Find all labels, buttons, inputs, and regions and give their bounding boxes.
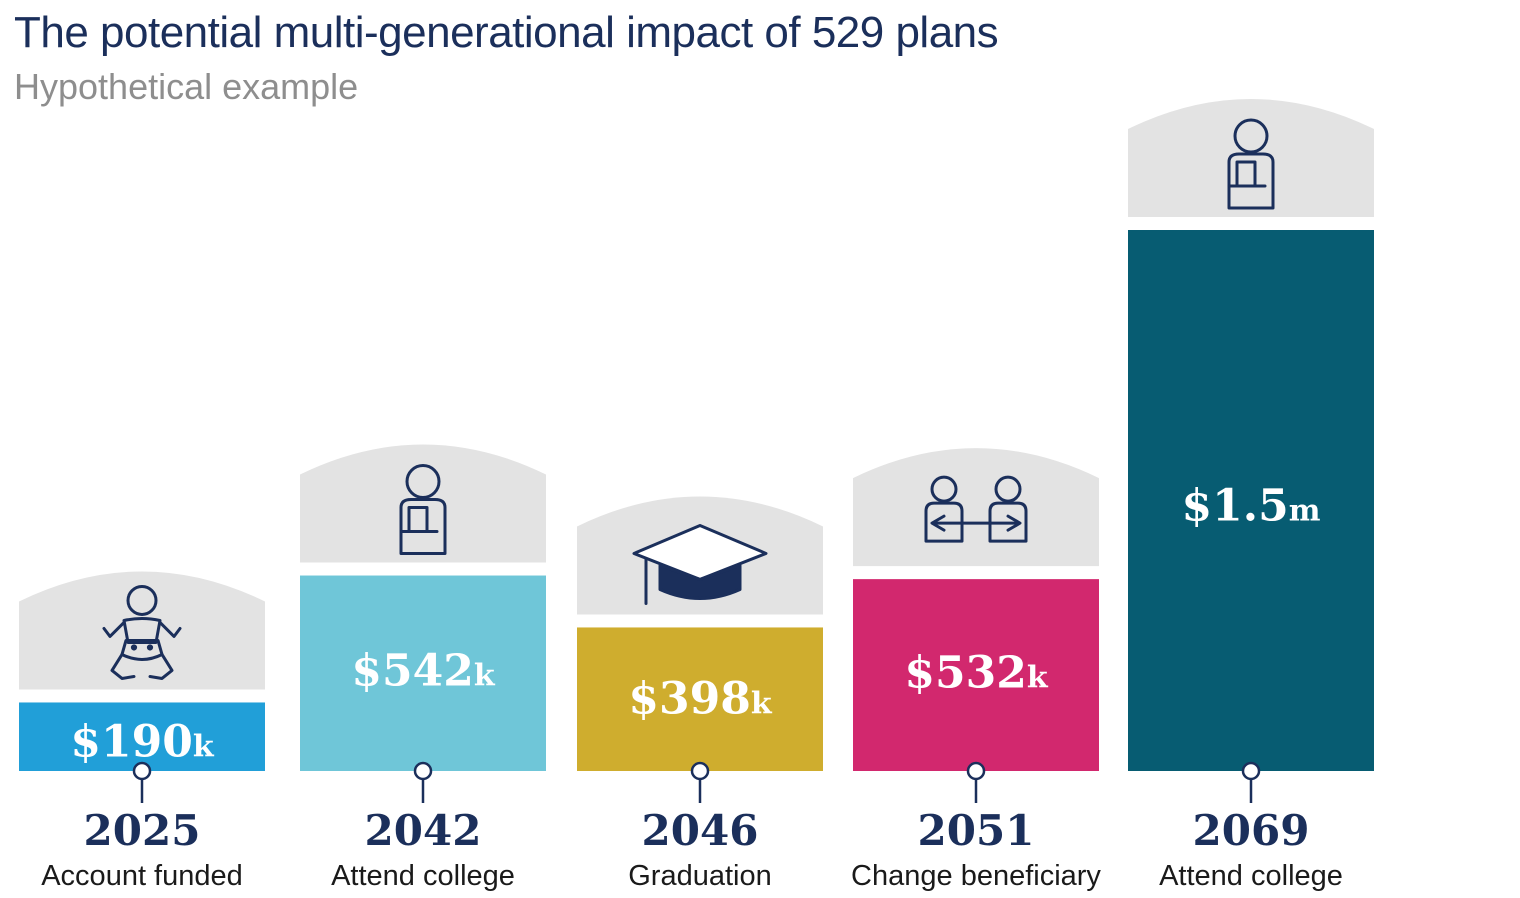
icon-cap	[853, 448, 1099, 567]
bar-value-label: $542k	[351, 645, 495, 696]
bar-group-2046: $398k 2046 Graduation	[577, 496, 823, 892]
value-unit: k	[193, 730, 215, 765]
milestone-label: Account funded	[41, 860, 243, 892]
bar-group-2069: $1.5m 2069 Attend college	[1128, 99, 1374, 892]
value-amount: $398	[628, 673, 750, 724]
student-icon	[1227, 118, 1275, 210]
bar-value-label: $1.5m	[1182, 481, 1321, 532]
bar-2051	[853, 579, 1099, 771]
year-label: 2051	[918, 806, 1035, 855]
bar-group-2051: $532k 2051 Change beneficiary	[851, 448, 1101, 892]
milestone-label: Change beneficiary	[851, 860, 1101, 892]
value-unit: k	[751, 686, 773, 721]
bar-value-label: $190k	[70, 717, 214, 768]
bar-2042	[300, 575, 546, 771]
year-label: 2025	[84, 806, 201, 855]
value-unit: k	[474, 658, 496, 693]
chart-subtitle: Hypothetical example	[14, 66, 359, 107]
bar-value-label: $398k	[628, 673, 772, 724]
icon-cap	[19, 571, 265, 690]
value-amount: $542	[351, 645, 473, 696]
value-amount: $532	[904, 647, 1026, 698]
icon-cap	[300, 444, 546, 563]
bar-2025	[19, 702, 265, 771]
change-beneficiary-icon	[924, 475, 1028, 543]
bar-2069	[1128, 230, 1374, 771]
timeline-dot	[690, 761, 710, 781]
value-unit: k	[1027, 660, 1049, 695]
student-icon	[399, 464, 447, 556]
milestone-label: Attend college	[331, 860, 515, 892]
bar-value-label: $532k	[904, 647, 1048, 698]
value-amount: $1.5	[1182, 481, 1289, 532]
graduation-cap-icon	[632, 523, 768, 605]
bar-2046	[577, 627, 823, 771]
chart-title: The potential multi-generational impact …	[14, 8, 999, 57]
milestone-label: Attend college	[1159, 860, 1343, 892]
bar-group-2025: $190k 2025 Account funded	[19, 571, 265, 892]
value-unit: m	[1289, 494, 1321, 529]
timeline-dot	[966, 761, 986, 781]
value-amount: $190	[70, 717, 192, 768]
bar-group-2042: $542k 2042 Attend college	[300, 444, 546, 892]
timeline-dot	[413, 761, 433, 781]
year-label: 2069	[1193, 806, 1310, 855]
icon-cap	[1128, 99, 1374, 217]
year-label: 2046	[642, 806, 759, 855]
baby-icon	[102, 584, 182, 680]
year-label: 2042	[365, 806, 482, 855]
milestone-label: Graduation	[628, 860, 772, 892]
timeline-dot	[132, 761, 152, 781]
timeline-dot	[1241, 761, 1261, 781]
